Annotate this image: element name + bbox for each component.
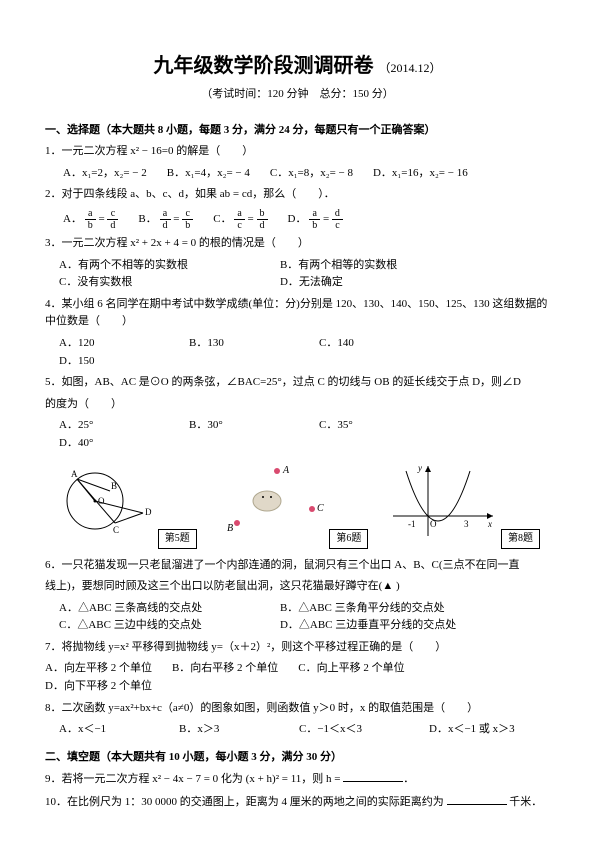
svg-text:x: x <box>487 519 492 529</box>
q4-opt-a: A．120 <box>59 335 169 353</box>
q4-text: 4．某小组 6 名同学在期中考试中数学成绩(单位：分)分别是 120、130、1… <box>45 296 550 331</box>
section2-header: 二、填空题（本大题共有 10 小题，每小题 3 分，满分 30 分） <box>45 749 550 767</box>
figure-5: O A D C B 第5题 <box>55 461 197 549</box>
q3-opt-d: D．无法确定 <box>280 274 501 292</box>
q6-opt-c: C．△ABC 三边中线的交点处 <box>59 617 280 635</box>
svg-text:C: C <box>317 503 324 514</box>
q9: 9．若将一元二次方程 x² − 4x − 7 = 0 化为 (x + h)² =… <box>45 770 550 789</box>
svg-text:A: A <box>282 465 290 476</box>
q4-opt-c: C．140 <box>319 335 429 353</box>
svg-text:3: 3 <box>464 519 469 529</box>
frac-icon: ab <box>85 208 96 231</box>
figures-row: O A D C B 第5题 A B C 第6题 <box>45 461 550 549</box>
q5-text1: 5．如图，AB、AC 是⊙O 的两条弦，∠BAC=25°，过点 C 的切线与 O… <box>45 374 550 392</box>
q2b-label: B． <box>138 213 156 225</box>
q6-options: A．△ABC 三条高线的交点处 B．△ABC 三条角平分线的交点处 C．△ABC… <box>45 600 550 635</box>
q3-opt-c: C．没有实数根 <box>59 274 280 292</box>
fig8-label: 第8题 <box>501 529 540 549</box>
q6-text2: 线上)，要想同时顾及这三个出口以防老鼠出洞，这只花猫最好蹲守在(▲ ) <box>45 578 550 596</box>
svg-text:D: D <box>145 507 152 517</box>
q10-text-pre: 10．在比例尺为 1：30 0000 的交通图上，距离为 4 厘米的两地之间的实… <box>45 796 444 808</box>
q4-opt-d: D．150 <box>59 353 169 371</box>
q7-text: 7．将抛物线 y=x² 平移得到抛物线 y=（x＋2）²，则这个平移过程正确的是… <box>45 639 550 657</box>
q5-text2: 的度为（ ） <box>45 396 550 414</box>
page-title: 九年级数学阶段测调研卷 （2014.12） <box>45 50 550 82</box>
q3-options: A．有两个不相等的实数根 B．有两个相等的实数根 C．没有实数根 D．无法确定 <box>45 257 550 292</box>
q7-options: A．向左平移 2 个单位 B．向右平移 2 个单位 C．向上平移 2 个单位 D… <box>45 660 550 695</box>
frac-icon: cd <box>107 208 118 231</box>
svg-text:O: O <box>430 519 437 529</box>
q8-options: A．x＜−1 B．x＞3 C．−1＜x＜3 D．x＜−1 或 x＞3 <box>45 721 550 739</box>
q1-opt-d: D．x₁=16，x₂= − 16 <box>373 165 468 183</box>
frac-icon: cb <box>182 208 193 231</box>
q5-opt-c: C．35° <box>319 417 429 435</box>
q5-opt-b: B．30° <box>189 417 299 435</box>
title-text: 九年级数学阶段测调研卷 <box>153 55 373 77</box>
q9-text: 9．若将一元二次方程 x² − 4x − 7 = 0 化为 (x + h)² =… <box>45 773 343 785</box>
q8-opt-c: C．−1＜x＜3 <box>299 721 409 739</box>
q1-opt-c: C．x₁=8，x₂= − 8 <box>270 165 353 183</box>
section1-header: 一、选择题（本大题共 8 小题，每题 3 分，满分 24 分，每题只有一个正确答… <box>45 122 550 140</box>
q7-opt-a: A．向左平移 2 个单位 <box>45 660 152 678</box>
q10: 10．在比例尺为 1：30 0000 的交通图上，距离为 4 厘米的两地之间的实… <box>45 793 550 812</box>
fig5-label: 第5题 <box>158 529 197 549</box>
q2-opt-c: C． ac = bd <box>213 208 267 231</box>
figure-8: x y -1 O 3 第8题 <box>388 461 540 549</box>
fig6-label: 第6题 <box>329 529 368 549</box>
frac-icon: ac <box>234 208 244 231</box>
q2c-label: C． <box>213 213 231 225</box>
q4-options: A．120 B．130 C．140 D．150 <box>45 335 550 370</box>
svg-text:B: B <box>227 523 233 534</box>
frac-icon: ab <box>309 208 320 231</box>
q4-opt-b: B．130 <box>189 335 299 353</box>
blank-fill <box>447 793 507 805</box>
q2a-label: A． <box>63 213 82 225</box>
figure-6: A B C 第6题 <box>217 461 369 549</box>
q8-opt-b: B．x＞3 <box>179 721 279 739</box>
svg-text:B: B <box>111 481 117 491</box>
svg-text:-1: -1 <box>408 519 416 529</box>
q7-opt-d: D．向下平移 2 个单位 <box>45 678 152 696</box>
q2-opt-d: D． ab = dc <box>288 208 343 231</box>
q1-opt-a: A．x₁=2，x₂= − 2 <box>63 165 147 183</box>
q2-opt-a: A． ab = cd <box>63 208 118 231</box>
q6-opt-a: A．△ABC 三条高线的交点处 <box>59 600 280 618</box>
q7-opt-b: B．向右平移 2 个单位 <box>172 660 278 678</box>
q5-opt-d: D．40° <box>59 435 169 453</box>
q6-text1: 6．一只花猫发现一只老鼠溜进了一个内部连通的洞，鼠洞只有三个出口 A、B、C(三… <box>45 557 550 575</box>
q1-text: 1．一元二次方程 x² − 16=0 的解是（ ） <box>45 143 550 161</box>
q7-opt-c: C．向上平移 2 个单位 <box>298 660 404 678</box>
q8-opt-a: A．x＜−1 <box>59 721 159 739</box>
title-date: （2014.12） <box>378 61 441 75</box>
q3-text: 3．一元二次方程 x² + 2x + 4 = 0 的根的情况是（ ） <box>45 235 550 253</box>
svg-text:C: C <box>113 525 119 535</box>
q5-options: A．25° B．30° C．35° D．40° <box>45 417 550 452</box>
svg-text:A: A <box>71 469 78 479</box>
q3-opt-b: B．有两个相等的实数根 <box>280 257 501 275</box>
q1-options: A．x₁=2，x₂= − 2 B．x₁=4，x₂= − 4 C．x₁=8，x₂=… <box>45 165 550 183</box>
q2d-label: D． <box>288 213 307 225</box>
q1-opt-b: B．x₁=4，x₂= − 4 <box>167 165 250 183</box>
q8-text: 8．二次函数 y=ax²+bx+c（a≠0）的图象如图，则函数值 y＞0 时，x… <box>45 700 550 718</box>
frac-icon: dc <box>332 208 343 231</box>
frac-icon: ad <box>160 208 171 231</box>
q3-opt-a: A．有两个不相等的实数根 <box>59 257 280 275</box>
q6-opt-d: D．△ABC 三边垂直平分线的交点处 <box>280 617 501 635</box>
parabola-diagram-icon: x y -1 O 3 <box>388 461 498 541</box>
q2-options: A． ab = cd B． ad = cb C． ac = bd D． ab =… <box>45 208 550 231</box>
q2-text: 2．对于四条线段 a、b、c、d，如果 ab = cd，那么（ ）． <box>45 186 550 204</box>
circle-diagram-icon: O A D C B <box>55 461 155 541</box>
q2-opt-b: B． ad = cb <box>138 208 193 231</box>
triangle-diagram-icon: A B C <box>217 461 327 541</box>
q5-opt-a: A．25° <box>59 417 169 435</box>
svg-text:y: y <box>417 463 422 473</box>
blank-fill <box>343 770 403 782</box>
frac-icon: bd <box>257 208 268 231</box>
q6-opt-b: B．△ABC 三条角平分线的交点处 <box>280 600 501 618</box>
q10-text-post: 千米． <box>509 796 542 808</box>
exam-info: （考试时间：120 分钟 总分：150 分） <box>45 86 550 104</box>
q8-opt-d: D．x＜−1 或 x＞3 <box>429 721 515 739</box>
